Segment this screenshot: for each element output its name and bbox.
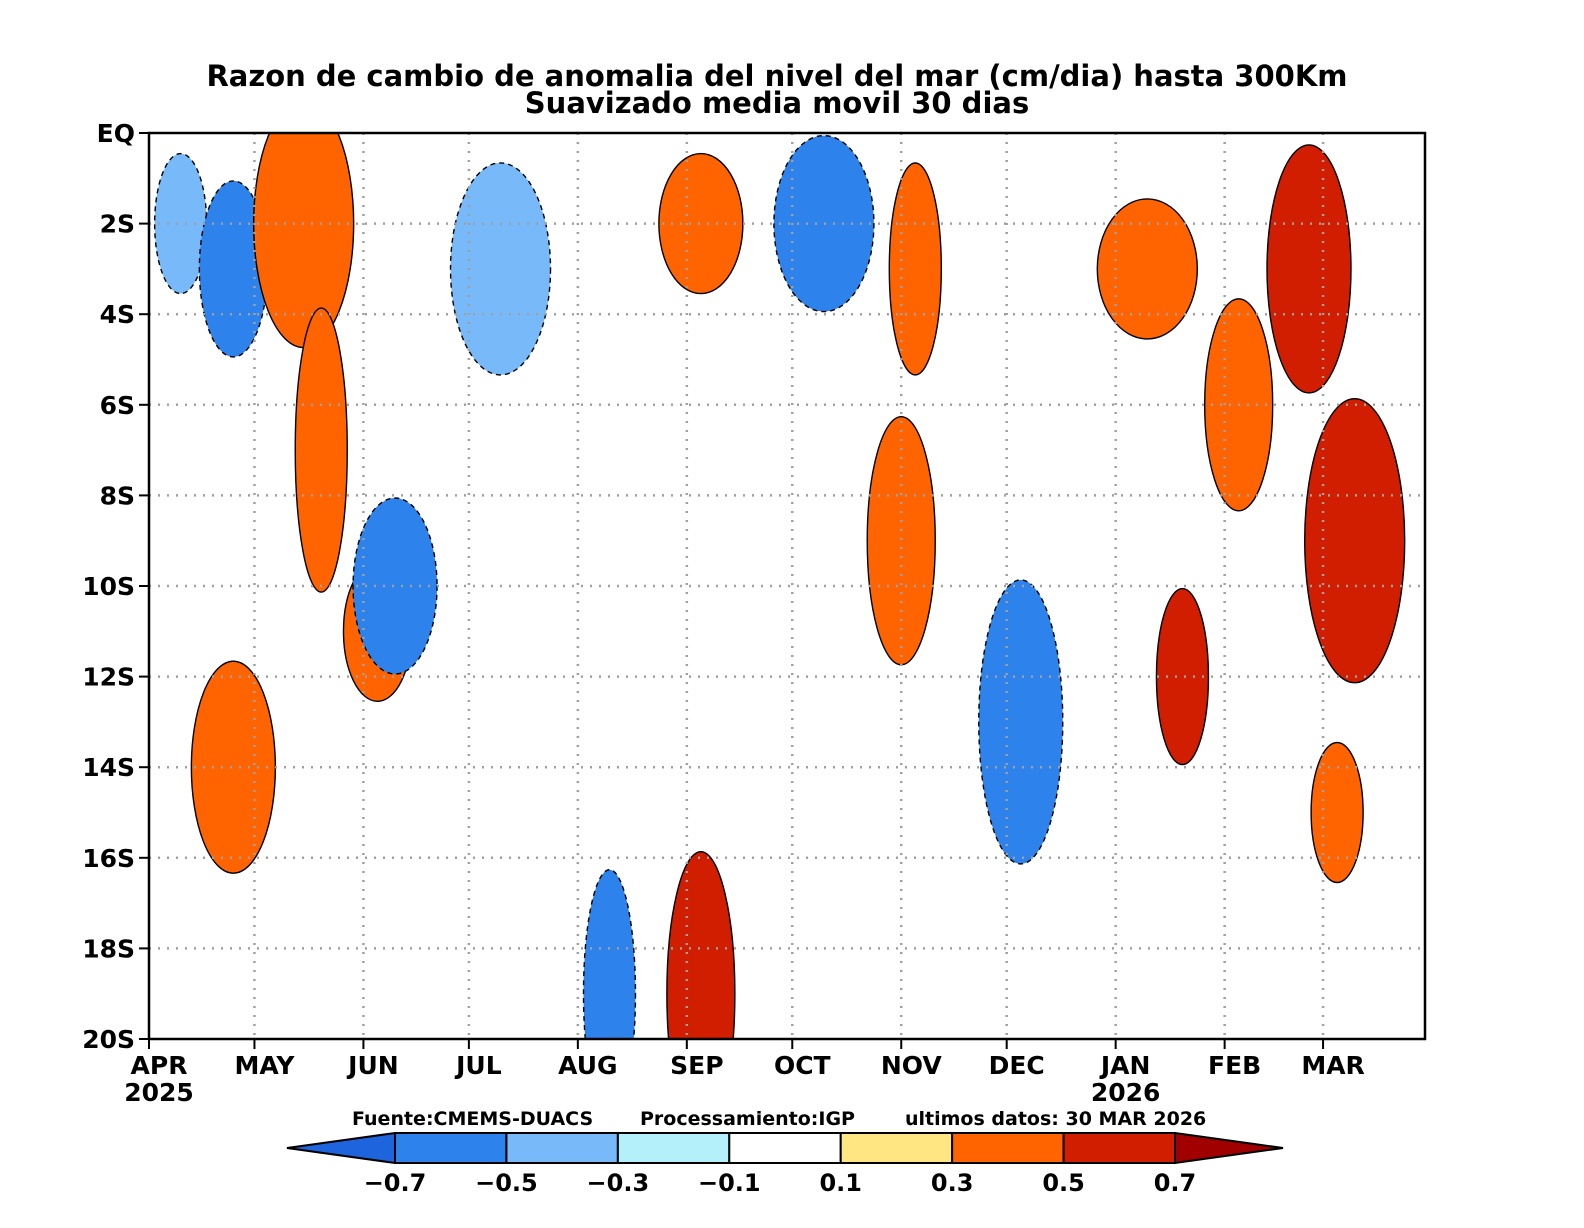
- anomaly-cell: [978, 579, 1064, 865]
- colorbar-label: 0.5: [1042, 1169, 1085, 1197]
- y-tick-label: 6S: [100, 391, 135, 420]
- colorbar-arrow-low: [286, 1131, 396, 1165]
- anomaly-cell: [1303, 398, 1406, 684]
- y-axis: EQ 2S 4S 6S 8S 10S 12S 14S 16S 18S 20S: [82, 119, 149, 1054]
- colorbar-box: [616, 1132, 731, 1164]
- chart-subtitle: Suavizado media movil 30 dias: [525, 86, 1029, 120]
- x-tick-label: JUN: [346, 1051, 399, 1080]
- x-tick-label: APR: [131, 1051, 188, 1080]
- processing-note: Processamiento:IGP: [640, 1108, 855, 1130]
- anomaly-cell: [866, 416, 936, 666]
- x-tick-label: SEP: [670, 1051, 723, 1080]
- colorbar-label: 0.3: [931, 1169, 974, 1197]
- anomaly-cell: [153, 152, 208, 295]
- anomaly-cell: [449, 162, 552, 376]
- x-tick-label: NOV: [881, 1051, 943, 1080]
- anomaly-cell: [582, 869, 637, 1039]
- colorbar-label: −0.7: [364, 1169, 427, 1197]
- colorbar-label: 0.1: [819, 1169, 862, 1197]
- colorbar-box: [839, 1132, 954, 1164]
- y-tick-label: 12S: [82, 663, 135, 692]
- colorbar-label: 0.7: [1154, 1169, 1197, 1197]
- y-tick-label: 20S: [82, 1025, 135, 1054]
- colorbar-label: −0.5: [475, 1169, 538, 1197]
- anomaly-cell: [658, 152, 744, 295]
- source-note: Fuente:CMEMS-DUACS: [352, 1108, 593, 1130]
- y-tick-label: 4S: [100, 300, 135, 329]
- colorbar-box: [951, 1132, 1065, 1164]
- colorbar-label: −0.1: [698, 1169, 761, 1197]
- x-axis: APR MAY JUN JUL AUG SEP OCT NOV DEC JAN FEB MAR 2025…: [124, 1039, 1365, 1107]
- y-tick-label: EQ: [97, 119, 135, 148]
- anomaly-cell: [1096, 198, 1199, 340]
- anomaly-cell: [1155, 587, 1210, 766]
- x-tick-label: OCT: [774, 1051, 831, 1080]
- colorbar-box: [505, 1132, 619, 1164]
- y-tick-label: 10S: [82, 572, 135, 601]
- x-tick-label: JAN: [1099, 1051, 1151, 1080]
- anomaly-cell: [888, 162, 943, 376]
- grid-lines: [149, 133, 1425, 1039]
- x-tick-label: MAY: [234, 1051, 295, 1080]
- colorbar-arrow-high: [1174, 1131, 1284, 1165]
- colorbar-box: [1062, 1132, 1176, 1164]
- last-data-note: ultimos datos: 30 MAR 2026: [905, 1108, 1206, 1130]
- anomaly-field: [153, 133, 1406, 1039]
- x-tick-label: FEB: [1208, 1051, 1261, 1080]
- anomaly-cell: [666, 851, 736, 1039]
- x-tick-label: AUG: [558, 1051, 617, 1080]
- y-tick-label: 2S: [100, 210, 135, 239]
- y-tick-label: 8S: [100, 481, 135, 510]
- y-tick-label: 16S: [82, 844, 135, 873]
- x-tick-label: MAR: [1301, 1051, 1364, 1080]
- colorbar-box: [728, 1132, 842, 1164]
- x-year-label: 2026: [1091, 1078, 1161, 1107]
- y-tick-label: 18S: [82, 934, 135, 963]
- x-tick-label: JUL: [454, 1051, 502, 1080]
- anomaly-cell: [1310, 741, 1364, 884]
- x-year-label: 2025: [124, 1078, 194, 1107]
- anomaly-cell: [1266, 144, 1352, 394]
- y-tick-label: 14S: [82, 753, 135, 782]
- anomaly-cell: [294, 307, 348, 593]
- colorbar-label: −0.3: [587, 1169, 650, 1197]
- anomaly-cell: [773, 134, 875, 313]
- colorbar-box: [394, 1132, 508, 1164]
- chart-title: Razon de cambio de anomalia del nivel de…: [206, 59, 1347, 93]
- x-tick-label: DEC: [989, 1051, 1045, 1080]
- colorbar: −0.7 −0.5 −0.3 −0.1 0.1 0.3 0.5 0.7: [286, 1131, 1284, 1197]
